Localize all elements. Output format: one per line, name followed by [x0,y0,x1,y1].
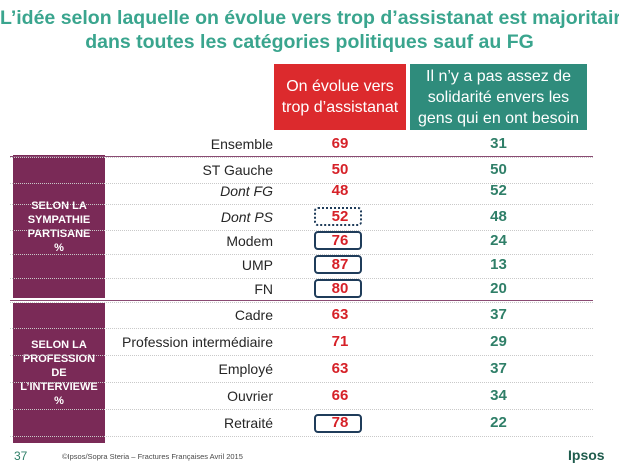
group-label-sympathie-line: SYMPATHIE [27,213,91,226]
value-assistanat: 76 [331,232,349,249]
value-assistanat: 69 [331,135,349,152]
highlight-box [314,414,362,433]
column-header-assistanat: On évolue vers trop d’assistanat [274,64,406,130]
page-title: L’idée selon laquelle on évolue vers tro… [0,6,619,54]
page-number: 37 [14,449,28,463]
table-row: Employé 63 37 [10,356,593,383]
value-assistanat: 80 [331,280,349,297]
table-row: Ouvrier 66 34 [10,383,593,410]
value-solidarite: 24 [490,232,507,249]
value-solidarite: 48 [490,208,507,225]
title-line-2: dans toutes les catégories politiques sa… [85,31,534,53]
table-row: Modem 76 24 [10,228,593,255]
value-assistanat: 50 [331,161,349,178]
section-divider [10,156,593,157]
table-row: Dont FG 48 52 [10,178,593,205]
row-label: Dont PS [220,209,273,225]
value-solidarite: 13 [490,256,507,273]
column-header-solidarite-line-2: solidarité envers les [427,88,570,106]
value-solidarite: 29 [490,333,507,350]
group-label-profession-line: DE [51,367,67,379]
value-assistanat: 52 [331,208,349,225]
group-label-profession-line: L’INTERVIEWE [20,381,98,393]
group-label-profession-line: PROFESSION [22,353,96,365]
row-label: Profession intermédiaire [122,334,273,350]
value-assistanat: 48 [331,182,349,199]
value-assistanat: 63 [331,360,349,377]
value-solidarite: 50 [490,161,507,178]
value-assistanat: 78 [331,414,349,431]
group-label-profession: SELON LA PROFESSION DE L’INTERVIEWE % [13,303,105,443]
column-header-assistanat-line-1: On évolue vers [286,78,394,95]
table-row: UMP 87 13 [10,252,593,279]
row-label: Ensemble [210,136,273,152]
value-solidarite: 52 [490,182,507,199]
row-label: ST Gauche [202,162,273,178]
table-row: Ensemble 69 31 [10,131,593,158]
column-header-solidarite-line-3: gens qui en ont besoin [417,109,579,127]
row-label: Employé [218,361,273,377]
row-label: FN [254,281,273,297]
row-label: Ouvrier [227,388,273,404]
group-label-profession-line: % [54,395,64,407]
highlight-box [314,255,362,274]
value-assistanat: 66 [331,387,349,404]
section-divider [10,300,593,301]
group-label-profession-line: SELON LA [31,339,87,351]
group-label-sympathie-line: SELON LA [31,199,87,212]
value-assistanat: 87 [331,256,349,273]
value-solidarite: 37 [490,306,507,323]
value-solidarite: 31 [490,135,507,152]
highlight-box [314,231,362,250]
row-label: UMP [241,257,273,273]
source-note: ©Ipsos/Sopra Steria – Fractures Français… [62,452,243,461]
highlight-box [314,279,362,298]
title-line-1: L’idée selon laquelle on évolue vers tro… [0,7,619,29]
value-solidarite: 20 [490,280,507,297]
table-row: Retraité 78 22 [10,410,593,437]
row-label: Retraité [223,415,273,431]
value-solidarite: 37 [490,360,507,377]
column-header-assistanat-line-2: trop d’assistanat [281,99,399,116]
table-row: Profession intermédiaire 71 29 [10,329,593,356]
value-solidarite: 34 [490,387,507,404]
value-assistanat: 71 [331,333,349,350]
group-label-sympathie-line: % [54,241,64,254]
table-row: Cadre 63 37 [10,302,593,329]
table-row: ST Gauche 50 50 [10,157,593,184]
value-solidarite: 22 [490,414,507,431]
group-label-sympathie: SELON LA SYMPATHIE PARTISANE % [13,155,105,298]
row-label: Cadre [234,307,273,323]
column-header-solidarite-line-1: Il n’y a pas assez de [426,67,571,85]
row-label: Modem [226,233,273,249]
table-row: FN 80 20 [10,276,593,303]
row-label: Dont FG [220,183,273,199]
value-assistanat: 63 [331,306,349,323]
highlight-box-dotted [314,207,362,226]
column-header-solidarite: Il n’y a pas assez de solidarité envers … [410,64,587,130]
ipsos-logo: Ipsos [568,447,605,463]
table-row: Dont PS 52 48 [10,204,593,231]
